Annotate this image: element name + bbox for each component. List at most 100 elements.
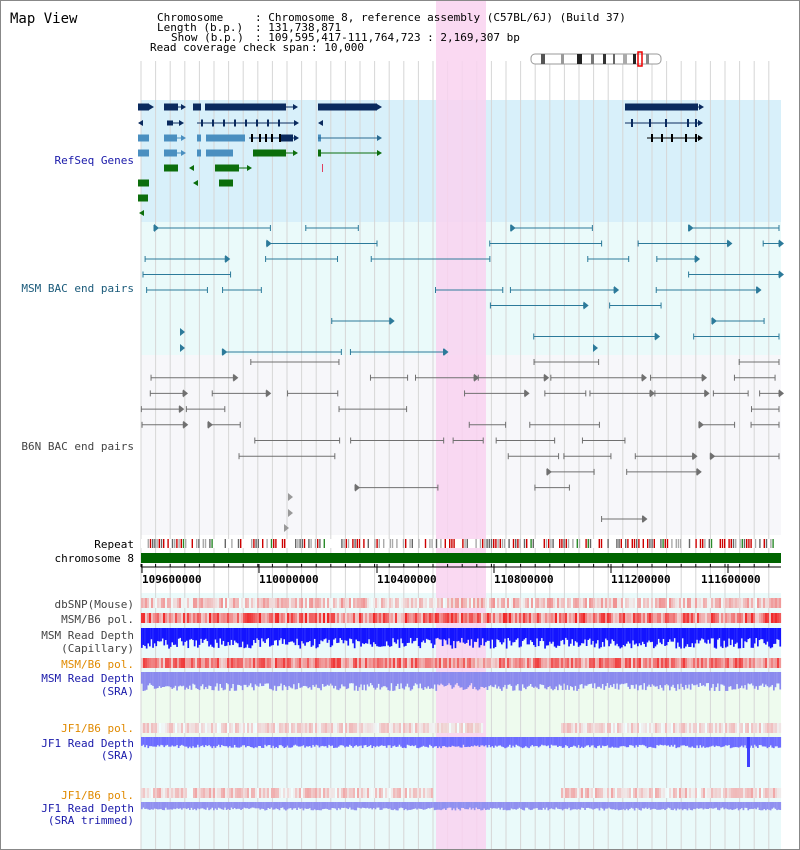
read-depth-bar <box>229 802 231 811</box>
polymorphism-cell <box>631 723 634 733</box>
polymorphism-cell <box>309 613 312 623</box>
polymorphism-cell <box>423 788 426 798</box>
read-depth-bar <box>656 628 658 645</box>
polymorphism-cell <box>247 788 250 798</box>
repeat-element <box>563 539 565 548</box>
polymorphism-cell <box>217 598 220 608</box>
polymorphism-cell <box>653 658 656 668</box>
read-depth-bar <box>141 628 143 648</box>
polymorphism-cell <box>547 658 550 668</box>
polymorphism-cell <box>383 613 386 623</box>
read-depth-bar <box>187 802 190 809</box>
polymorphism-cell <box>527 613 530 623</box>
polymorphism-cell <box>321 598 324 608</box>
read-depth-bar <box>541 802 543 810</box>
gene-strand-arrow <box>294 120 299 126</box>
polymorphism-cell <box>341 788 344 798</box>
repeat-element <box>523 539 526 548</box>
polymorphism-cell <box>235 723 238 733</box>
read-depth-bar <box>441 628 444 647</box>
polymorphism-cell <box>501 598 504 608</box>
read-depth-bar <box>174 628 177 645</box>
read-depth-bar <box>440 802 442 811</box>
read-depth-bar <box>521 737 524 749</box>
read-depth-bar <box>406 737 409 745</box>
read-depth-bar <box>750 802 753 809</box>
read-depth-bar <box>445 672 447 686</box>
polymorphism-cell <box>557 613 560 623</box>
repeat-element <box>699 539 702 548</box>
msm-bac-label[interactable]: MSM BAC end pairs <box>21 282 134 295</box>
polymorphism-cell <box>225 723 228 733</box>
read-depth-bar <box>321 737 324 746</box>
read-depth-bar <box>345 672 348 690</box>
polymorphism-cell <box>369 598 372 608</box>
read-depth-bar <box>352 628 354 644</box>
read-depth-bar <box>285 737 287 748</box>
polymorphism-cell <box>323 658 326 668</box>
read-depth-bar <box>185 737 188 747</box>
read-depth-bar <box>152 628 154 648</box>
polymorphism-cell <box>233 658 236 668</box>
polymorphism-cell <box>627 788 630 798</box>
read-depth-bar <box>673 737 676 745</box>
polymorphism-cell <box>389 613 392 623</box>
repeat-element <box>237 539 240 548</box>
polymorphism-cell <box>301 658 304 668</box>
polymorphism-cell <box>317 658 320 668</box>
read-depth-bar <box>400 737 402 747</box>
read-depth-bar <box>440 628 442 640</box>
polymorphism-cell <box>361 598 364 608</box>
polymorphism-cell <box>429 723 432 733</box>
read-depth-bar <box>246 672 249 688</box>
read-depth-bar <box>689 672 692 690</box>
polymorphism-cell <box>225 613 228 623</box>
polymorphism-cell <box>425 613 428 623</box>
jf1-b6-pol-label: JF1/B6 pol. <box>61 722 134 735</box>
polymorphism-cell <box>283 613 286 623</box>
read-depth-bar <box>662 628 665 639</box>
polymorphism-cell <box>205 598 208 608</box>
read-depth-bar <box>240 628 242 648</box>
read-depth-bar <box>440 737 442 749</box>
read-depth-bar <box>315 802 318 811</box>
read-depth-bar <box>496 628 498 640</box>
read-depth-bar <box>600 737 602 748</box>
read-depth-bar <box>709 737 711 747</box>
polymorphism-cell <box>639 723 642 733</box>
read-depth-bar <box>537 672 540 690</box>
polymorphism-cell <box>203 723 206 733</box>
polymorphism-cell <box>487 658 490 668</box>
chromosome-track-label: chromosome 8 <box>54 552 134 565</box>
read-depth-bar <box>593 802 596 810</box>
read-depth-bar <box>741 737 743 746</box>
polymorphism-cell <box>661 723 664 733</box>
read-depth-bar <box>593 628 596 648</box>
highlight-region <box>436 1 486 849</box>
read-depth-bar <box>393 672 396 691</box>
gene-strand-arrow <box>293 104 298 110</box>
polymorphism-cell <box>469 613 472 623</box>
polymorphism-cell <box>521 598 524 608</box>
polymorphism-cell <box>191 788 194 798</box>
polymorphism-cell <box>317 788 320 798</box>
read-depth-bar <box>505 802 508 811</box>
repeat-element <box>724 539 726 548</box>
read-depth-bar <box>387 737 390 746</box>
polymorphism-cell <box>395 658 398 668</box>
read-depth-bar <box>336 802 338 811</box>
gene-exon <box>219 179 233 187</box>
refseq-genes-label[interactable]: RefSeq Genes <box>54 154 134 167</box>
polymorphism-cell <box>277 723 280 733</box>
b6n-bac-label[interactable]: B6N BAC end pairs <box>21 440 134 453</box>
read-depth-bar <box>307 672 310 689</box>
read-depth-bar <box>760 628 762 640</box>
read-depth-bar <box>707 802 710 810</box>
read-depth-bar <box>557 672 559 691</box>
polymorphism-cell <box>549 613 552 623</box>
read-depth-bar <box>369 737 372 746</box>
polymorphism-cell <box>267 613 270 623</box>
polymorphism-cell <box>773 613 776 623</box>
polymorphism-cell <box>629 598 632 608</box>
